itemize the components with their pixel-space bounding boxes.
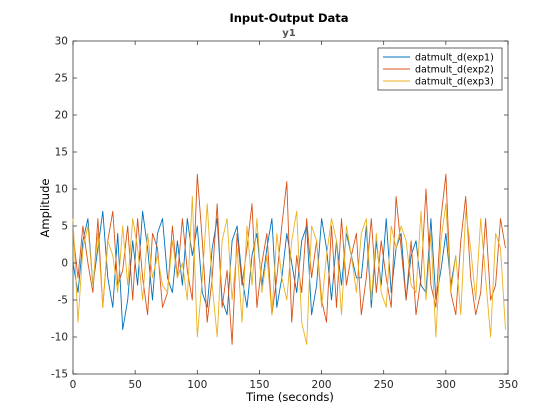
x-tick-label: 150 [249, 379, 269, 391]
legend-label: datmult_d(exp1) [415, 53, 494, 64]
y-tick-label: 20 [55, 110, 68, 122]
series-line-3 [72, 195, 506, 345]
series-layer [72, 173, 506, 345]
y-tick-label: 30 [55, 36, 68, 48]
legend-label: datmult_d(exp2) [415, 65, 494, 76]
legend: datmult_d(exp1)datmult_d(exp2)datmult_d(… [377, 47, 503, 91]
y-axis-label: Amplitude [38, 179, 52, 238]
chart-title: Input-Output Data [229, 11, 348, 25]
y-tick-label: 25 [55, 73, 68, 85]
plot-area [72, 40, 509, 375]
x-tick-label: 250 [374, 379, 394, 391]
x-tick-label: 300 [436, 379, 456, 391]
y-tick-label: 10 [55, 184, 68, 196]
series-line-2 [72, 173, 506, 345]
x-tick-label: 0 [70, 379, 77, 391]
ticks-layer: 0 50 100 150 200 250 300 350 -15 -10 -5 0 5 10 15 20 25 3… [51, 36, 518, 392]
y-tick-label: -15 [51, 369, 68, 381]
x-tick-label: 50 [128, 379, 141, 391]
x-axis-label: Time (seconds) [245, 390, 334, 404]
legend-label: datmult_d(exp3) [415, 77, 494, 88]
y-tick-label: 0 [61, 258, 68, 270]
y-tick-label: 15 [55, 147, 68, 159]
x-tick-label: 350 [498, 379, 518, 391]
x-tick-label: 200 [312, 379, 332, 391]
y-tick-label: 5 [61, 221, 68, 233]
y-tick-label: -5 [58, 295, 68, 307]
x-tick-label: 100 [187, 379, 207, 391]
chart-subtitle: y1 [282, 28, 296, 39]
y-tick-label: -10 [51, 332, 68, 344]
